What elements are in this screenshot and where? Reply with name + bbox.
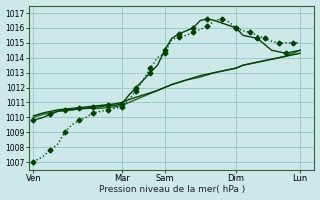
X-axis label: Pression niveau de la mer( hPa ): Pression niveau de la mer( hPa ) <box>99 185 245 194</box>
